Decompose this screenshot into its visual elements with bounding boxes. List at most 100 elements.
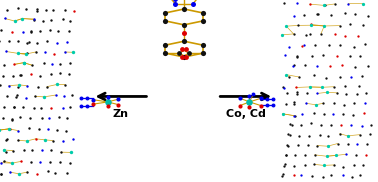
Point <box>23 53 29 56</box>
Point <box>326 44 332 47</box>
Point <box>64 41 70 44</box>
Point <box>286 45 292 48</box>
Point <box>2 17 8 20</box>
Point <box>52 171 58 174</box>
Point <box>44 85 50 88</box>
Point <box>314 92 320 95</box>
Point <box>10 149 16 152</box>
Point <box>307 32 313 35</box>
Point <box>64 117 70 120</box>
Point <box>270 104 276 107</box>
Point <box>21 149 27 151</box>
Point <box>67 62 73 64</box>
Point <box>43 9 49 12</box>
Point <box>246 100 253 103</box>
Point <box>28 30 34 33</box>
Point <box>162 52 168 55</box>
Point <box>200 11 206 14</box>
Point <box>308 24 314 27</box>
Point <box>352 65 358 68</box>
Point <box>63 129 69 132</box>
Point <box>69 93 75 96</box>
Point <box>200 19 206 22</box>
Point <box>162 11 168 14</box>
Point <box>56 30 62 33</box>
Point <box>32 95 38 98</box>
Point <box>0 63 6 66</box>
Point <box>48 18 54 21</box>
Point <box>42 50 48 53</box>
Point <box>279 33 285 36</box>
Point <box>366 64 372 67</box>
Point <box>331 163 337 166</box>
Point <box>312 153 318 156</box>
Point <box>68 151 74 154</box>
Point <box>342 93 349 96</box>
Point <box>11 106 17 109</box>
Point <box>190 2 196 5</box>
Point <box>314 12 320 15</box>
Point <box>281 2 287 5</box>
Point <box>38 106 44 109</box>
Point <box>115 98 121 101</box>
Point <box>291 114 297 117</box>
Point <box>319 86 325 89</box>
Point <box>50 139 56 142</box>
Point <box>57 161 63 163</box>
Point <box>367 133 373 136</box>
Point <box>6 84 12 87</box>
Point <box>9 31 15 34</box>
Point <box>361 43 367 46</box>
Point <box>341 103 347 106</box>
Point <box>37 161 43 163</box>
Point <box>34 9 40 12</box>
Point <box>324 145 330 148</box>
Point <box>357 173 363 176</box>
Point <box>23 96 29 99</box>
Point <box>181 23 187 26</box>
Point <box>291 101 297 104</box>
Point <box>258 97 264 100</box>
Point <box>47 160 53 163</box>
Point <box>335 142 341 145</box>
Point <box>34 7 40 10</box>
Point <box>41 95 47 98</box>
Point <box>287 122 293 125</box>
Point <box>20 30 26 33</box>
Point <box>359 124 365 127</box>
Point <box>279 175 285 178</box>
Point <box>15 129 22 132</box>
Point <box>332 33 338 36</box>
Point <box>284 73 290 76</box>
Point <box>347 55 353 58</box>
Point <box>319 53 325 56</box>
Point <box>45 170 51 173</box>
Point <box>296 24 302 27</box>
Point <box>293 86 299 89</box>
Point <box>0 173 4 176</box>
Point <box>20 61 26 64</box>
Point <box>303 34 309 37</box>
Point <box>284 91 290 94</box>
Point <box>303 102 309 105</box>
Point <box>291 32 297 35</box>
Point <box>353 143 359 146</box>
Point <box>330 113 336 116</box>
Point <box>314 64 321 67</box>
Point <box>345 2 351 5</box>
Point <box>181 31 187 34</box>
Point <box>285 145 291 148</box>
Point <box>250 93 256 96</box>
Point <box>78 97 84 100</box>
Point <box>280 85 286 88</box>
Point <box>181 56 187 59</box>
Point <box>46 117 52 120</box>
Point <box>305 144 311 147</box>
Point <box>264 97 270 100</box>
Point <box>49 62 55 65</box>
Point <box>0 160 6 163</box>
Point <box>181 40 187 43</box>
Point <box>18 73 24 76</box>
Point <box>34 42 40 45</box>
Point <box>105 100 111 103</box>
